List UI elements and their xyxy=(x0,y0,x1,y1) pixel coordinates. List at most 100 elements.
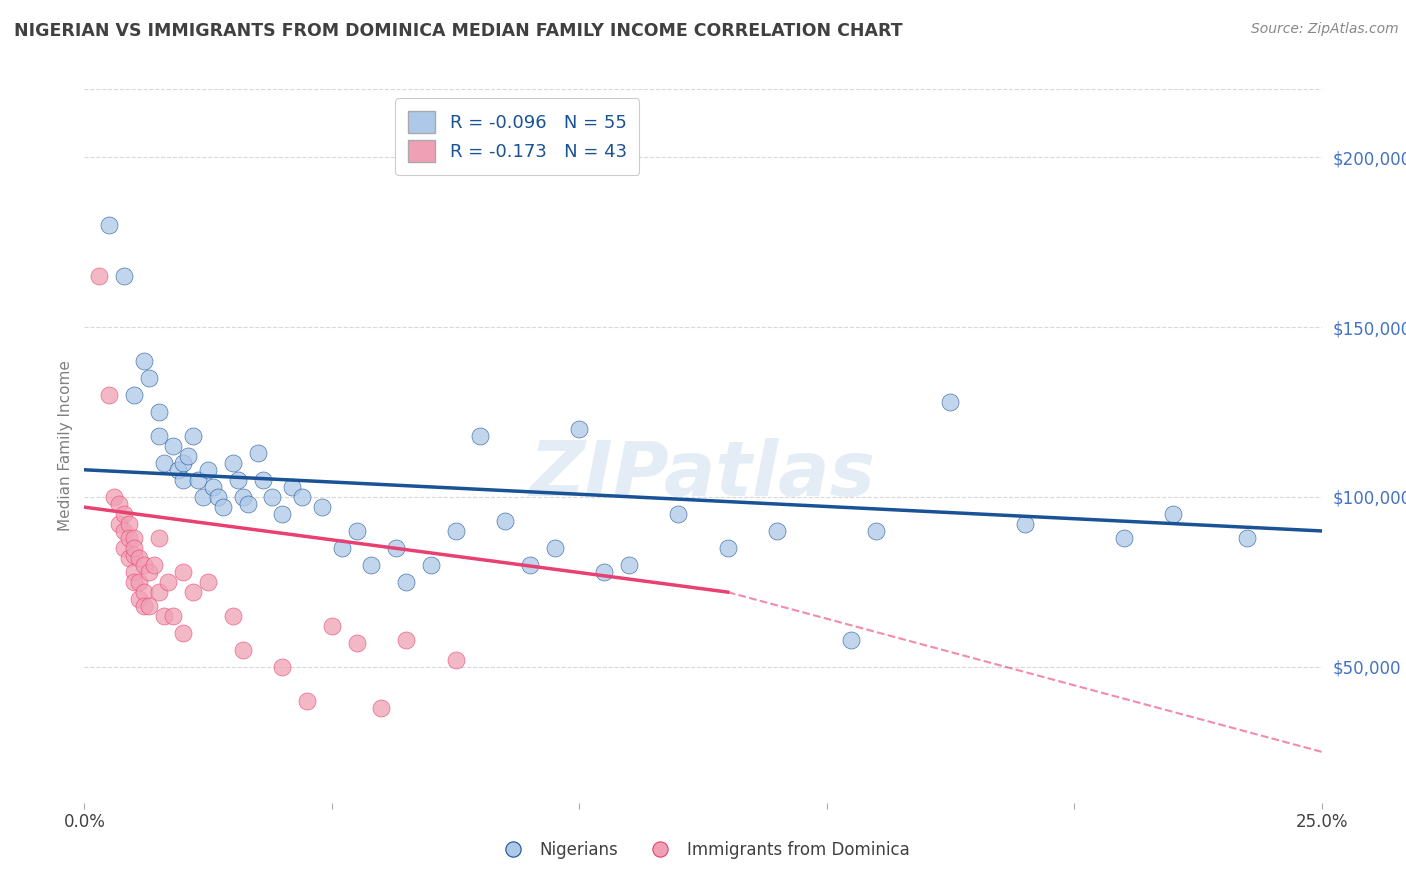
Point xyxy=(112,524,135,538)
Text: Source: ZipAtlas.com: Source: ZipAtlas.com xyxy=(1251,22,1399,37)
Point xyxy=(226,473,249,487)
Point xyxy=(132,558,155,572)
Point xyxy=(118,551,141,566)
Point xyxy=(766,524,789,538)
Point xyxy=(148,585,170,599)
Point xyxy=(666,507,689,521)
Point xyxy=(172,626,194,640)
Point xyxy=(132,599,155,613)
Point xyxy=(470,429,492,443)
Point xyxy=(138,371,160,385)
Point xyxy=(252,473,274,487)
Point xyxy=(236,497,259,511)
Point xyxy=(132,585,155,599)
Point xyxy=(1014,517,1036,532)
Y-axis label: Median Family Income: Median Family Income xyxy=(58,360,73,532)
Point xyxy=(148,429,170,443)
Point xyxy=(122,548,145,562)
Point xyxy=(1236,531,1258,545)
Point xyxy=(262,490,284,504)
Point xyxy=(519,558,541,572)
Point xyxy=(197,574,219,589)
Point xyxy=(1161,507,1184,521)
Point xyxy=(172,473,194,487)
Point xyxy=(222,608,245,623)
Point xyxy=(89,269,111,284)
Point xyxy=(246,446,269,460)
Point xyxy=(128,551,150,566)
Point xyxy=(172,565,194,579)
Legend: Nigerians, Immigrants from Dominica: Nigerians, Immigrants from Dominica xyxy=(489,835,917,866)
Point xyxy=(132,354,155,368)
Point xyxy=(191,490,214,504)
Point xyxy=(177,449,200,463)
Point xyxy=(118,517,141,532)
Point xyxy=(281,480,304,494)
Point xyxy=(167,463,190,477)
Point xyxy=(444,653,467,667)
Point xyxy=(122,565,145,579)
Point xyxy=(138,599,160,613)
Point xyxy=(1112,531,1135,545)
Text: NIGERIAN VS IMMIGRANTS FROM DOMINICA MEDIAN FAMILY INCOME CORRELATION CHART: NIGERIAN VS IMMIGRANTS FROM DOMINICA MED… xyxy=(14,22,903,40)
Point xyxy=(311,500,333,515)
Point xyxy=(148,531,170,545)
Point xyxy=(543,541,565,555)
Point xyxy=(128,574,150,589)
Point xyxy=(181,429,204,443)
Point xyxy=(346,524,368,538)
Point xyxy=(112,269,135,284)
Point xyxy=(122,388,145,402)
Point xyxy=(593,565,616,579)
Point xyxy=(122,531,145,545)
Point xyxy=(568,422,591,436)
Point xyxy=(181,585,204,599)
Point xyxy=(112,507,135,521)
Point xyxy=(939,394,962,409)
Point xyxy=(494,514,516,528)
Point xyxy=(321,619,343,633)
Point xyxy=(118,531,141,545)
Point xyxy=(395,574,418,589)
Point xyxy=(197,463,219,477)
Point xyxy=(232,643,254,657)
Point xyxy=(103,490,125,504)
Point xyxy=(108,517,131,532)
Point xyxy=(330,541,353,555)
Point xyxy=(360,558,382,572)
Point xyxy=(122,541,145,555)
Point xyxy=(162,439,184,453)
Point xyxy=(271,507,294,521)
Point xyxy=(295,694,318,708)
Point xyxy=(108,497,131,511)
Point xyxy=(395,632,418,647)
Point xyxy=(841,632,863,647)
Point xyxy=(207,490,229,504)
Point xyxy=(212,500,235,515)
Point xyxy=(152,608,174,623)
Point xyxy=(717,541,740,555)
Point xyxy=(162,608,184,623)
Point xyxy=(148,405,170,419)
Point xyxy=(617,558,640,572)
Point xyxy=(172,456,194,470)
Point xyxy=(187,473,209,487)
Point xyxy=(419,558,441,572)
Point xyxy=(128,591,150,606)
Text: ZIPatlas: ZIPatlas xyxy=(530,438,876,511)
Point xyxy=(142,558,165,572)
Point xyxy=(865,524,887,538)
Point xyxy=(291,490,314,504)
Point xyxy=(152,456,174,470)
Point xyxy=(98,388,121,402)
Point xyxy=(222,456,245,470)
Point xyxy=(138,565,160,579)
Point xyxy=(202,480,225,494)
Point xyxy=(98,218,121,232)
Point xyxy=(232,490,254,504)
Point xyxy=(346,636,368,650)
Point xyxy=(385,541,408,555)
Point xyxy=(122,574,145,589)
Point xyxy=(157,574,180,589)
Point xyxy=(444,524,467,538)
